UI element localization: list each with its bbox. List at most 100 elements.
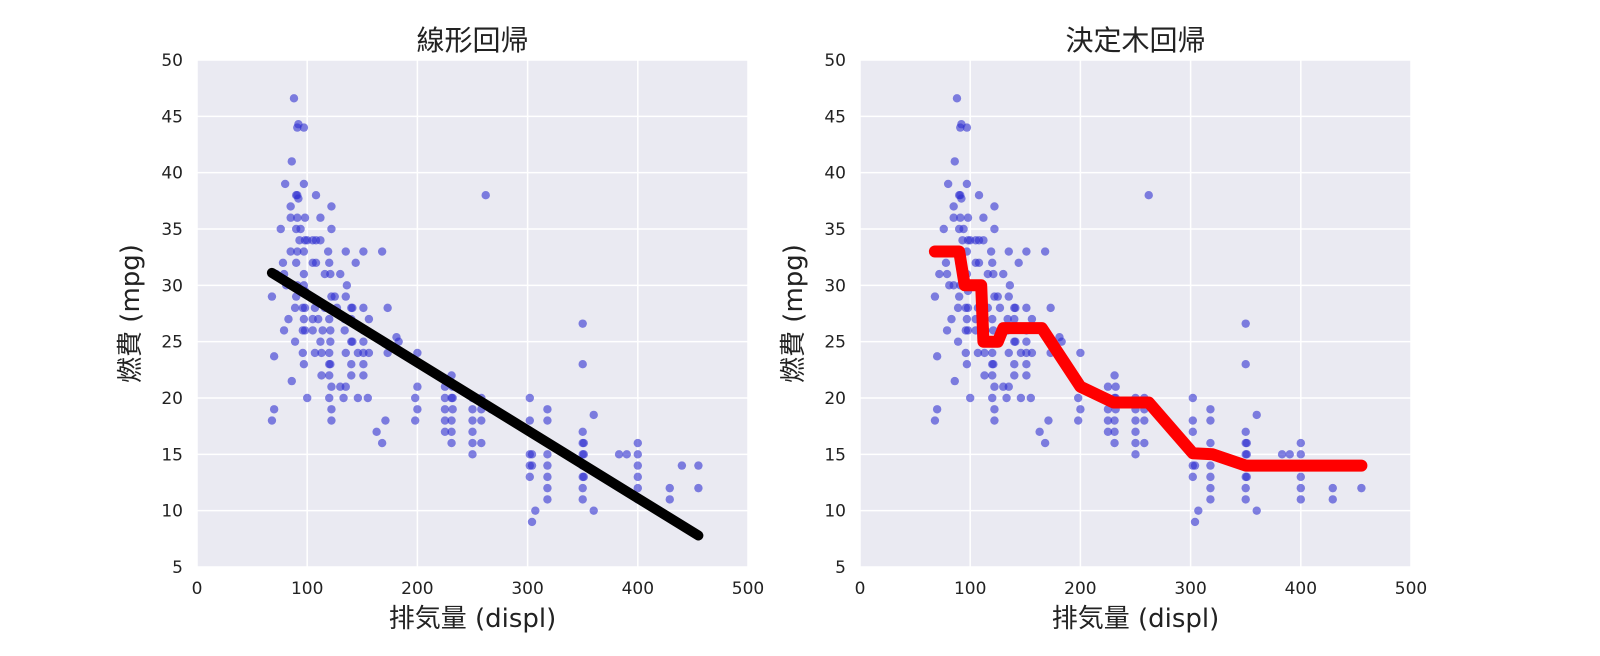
data-point xyxy=(962,123,972,132)
data-point xyxy=(525,472,535,482)
data-point xyxy=(468,405,477,414)
data-point xyxy=(372,427,381,436)
y-tick-label: 50 xyxy=(824,51,846,71)
data-point xyxy=(1003,314,1012,324)
x-tick-label: 300 xyxy=(1174,579,1206,599)
data-point xyxy=(989,360,998,369)
data-point xyxy=(440,427,450,436)
data-point xyxy=(410,393,420,403)
y-tick-label: 45 xyxy=(161,107,183,127)
data-point xyxy=(348,303,357,313)
data-point xyxy=(294,194,303,203)
data-point xyxy=(531,506,540,515)
data-point xyxy=(481,191,490,200)
data-point xyxy=(316,236,325,245)
data-point xyxy=(316,213,325,222)
data-point xyxy=(339,393,348,403)
data-point xyxy=(942,269,952,279)
data-point xyxy=(633,450,642,459)
data-point xyxy=(579,438,589,448)
data-point xyxy=(1011,337,1020,346)
data-point xyxy=(941,258,951,267)
data-point xyxy=(942,326,952,335)
data-point xyxy=(1188,393,1198,403)
data-point xyxy=(440,393,450,403)
data-point xyxy=(1022,360,1031,369)
y-tick-label: 35 xyxy=(161,220,183,240)
data-point xyxy=(1004,348,1013,358)
data-point xyxy=(1296,495,1306,504)
data-point xyxy=(988,393,997,403)
data-point xyxy=(318,326,327,335)
data-point xyxy=(377,438,387,448)
data-point xyxy=(990,416,999,425)
data-point xyxy=(447,416,456,425)
data-point xyxy=(267,292,277,301)
data-point xyxy=(1241,495,1250,504)
data-point xyxy=(468,438,477,448)
data-point xyxy=(394,337,403,346)
data-point xyxy=(950,376,959,386)
data-point xyxy=(1022,247,1031,256)
data-point xyxy=(359,303,368,313)
data-point xyxy=(1252,410,1261,420)
data-point xyxy=(986,247,996,256)
data-point xyxy=(1076,405,1085,414)
data-point xyxy=(279,326,289,335)
data-point xyxy=(1357,483,1366,493)
data-point xyxy=(286,247,295,256)
data-point xyxy=(963,326,973,335)
data-point xyxy=(383,303,392,313)
data-point xyxy=(1073,416,1083,425)
data-point xyxy=(291,258,301,267)
data-point xyxy=(325,258,334,267)
data-point xyxy=(299,269,309,279)
x-tick-label: 300 xyxy=(511,579,543,599)
data-point xyxy=(308,326,317,335)
data-point xyxy=(930,292,940,301)
data-point xyxy=(326,269,335,279)
x-tick-label: 400 xyxy=(622,579,654,599)
data-point xyxy=(348,337,357,346)
data-point xyxy=(589,410,598,420)
data-point xyxy=(1206,483,1215,493)
data-point xyxy=(1073,393,1083,403)
data-point xyxy=(296,224,305,234)
data-point xyxy=(299,123,309,132)
data-point xyxy=(1010,314,1019,324)
data-point xyxy=(293,213,302,222)
data-point xyxy=(440,405,450,414)
data-point xyxy=(326,337,335,346)
data-point xyxy=(947,314,956,324)
data-point xyxy=(1016,393,1026,403)
data-point xyxy=(525,393,535,403)
data-point xyxy=(1004,247,1013,256)
data-point xyxy=(299,179,309,189)
data-point xyxy=(949,202,958,211)
x-tick-label: 200 xyxy=(401,579,433,599)
data-point xyxy=(1010,360,1019,369)
data-point xyxy=(949,213,958,222)
data-point xyxy=(1285,450,1294,459)
data-point xyxy=(979,213,988,222)
data-point xyxy=(359,371,368,380)
data-point xyxy=(341,247,350,256)
data-point xyxy=(525,416,535,425)
data-point xyxy=(325,314,334,324)
data-point xyxy=(527,517,537,527)
y-tick-label: 5 xyxy=(835,558,846,578)
data-point xyxy=(543,495,552,504)
data-point xyxy=(578,427,587,436)
linear-fit-line xyxy=(266,267,704,541)
data-point xyxy=(299,314,309,324)
data-point xyxy=(269,405,279,414)
data-point xyxy=(614,450,624,459)
data-point xyxy=(326,360,335,369)
data-point xyxy=(939,224,948,234)
data-point xyxy=(1140,438,1149,448)
data-point xyxy=(1022,337,1031,346)
data-point xyxy=(1002,393,1011,403)
data-point xyxy=(363,393,373,403)
data-point xyxy=(278,258,288,267)
data-point xyxy=(311,191,321,200)
